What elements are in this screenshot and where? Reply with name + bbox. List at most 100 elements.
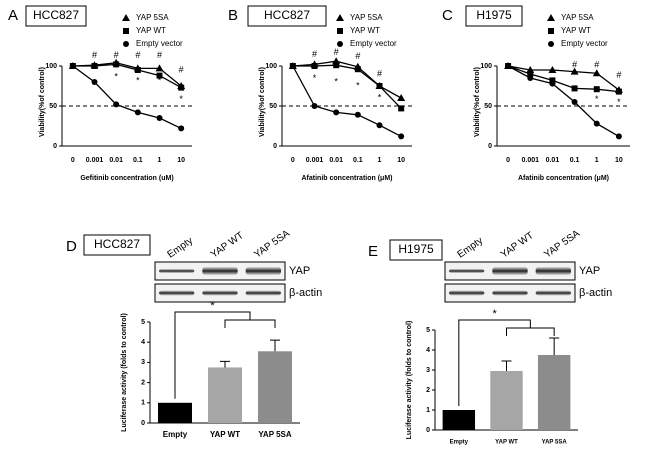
x-tick-label: YAP WT [210,430,240,439]
legend-marker [548,41,554,47]
y-tick-label: 3 [426,367,430,374]
title-box [465,5,523,27]
significance-label: * [210,300,215,312]
series-line [72,63,182,89]
x-tick-label: 0.01 [546,157,560,164]
x-tick-label: 0.01 [109,157,123,164]
lane-label: YAP WT [209,230,246,260]
marker [156,115,163,121]
legend-marker [337,28,343,34]
panel-label: D [66,238,77,255]
legend-marker [122,14,130,21]
chart-title: H1975 [398,242,434,256]
y-axis-label: Viability(%of control) [474,67,481,137]
legend-label: YAP 5SA [136,13,169,22]
legend-label: YAP 5SA [561,13,594,22]
y-tick-label: 50 [269,103,277,110]
significance-label: * [492,308,497,320]
y-tick-label: 5 [426,327,430,334]
y-axis-label: Luciferase activity (folds to control) [121,313,128,432]
x-axis-label: Afatinib concentration (μM) [302,175,393,182]
marker [571,99,578,105]
y-tick-label: 50 [49,103,57,110]
lane-label: Empty [456,235,486,260]
y-tick-label: 4 [141,339,145,346]
annotation: # [157,50,162,60]
blot-band [492,267,528,275]
marker [69,63,76,69]
blot-band [449,290,485,296]
blot-band [159,290,195,296]
marker [134,67,141,73]
x-tick-label: 0 [291,157,295,164]
annotation: # [135,50,140,60]
annotation: * [356,80,360,90]
annotation: # [92,50,97,60]
marker [593,86,600,93]
blot-band [202,290,238,296]
marker [91,79,98,85]
blot-band [535,267,571,275]
x-tick-label: 1 [595,157,599,164]
marker [398,105,405,112]
marker [398,133,405,140]
legend-marker [337,41,343,47]
annotation: # [179,64,184,74]
x-tick-label: 0.001 [521,157,539,164]
y-axis-label: Luciferase activity (folds to control) [406,321,413,440]
marker [527,71,534,77]
chart-title: HCC827 [94,237,140,251]
x-tick-label: 0.001 [306,157,324,164]
blot-row-label: β-actin [579,287,612,299]
annotation: # [355,51,360,61]
series-line [72,65,182,129]
annotation: * [114,72,118,82]
annotation: # [114,50,119,60]
legend-marker [123,41,129,47]
marker [549,80,556,87]
legend-label: Empty vector [561,39,608,48]
marker [311,103,318,109]
panel-label: C [442,7,453,24]
chart-title: H1975 [476,8,512,22]
marker [615,88,622,95]
bar [490,371,523,430]
marker [333,62,340,69]
legend-label: YAP WT [136,26,166,35]
blot-band [159,269,195,273]
marker [549,77,556,84]
y-tick-label: 4 [426,347,430,354]
title-box [83,234,151,256]
annotation: * [595,94,599,104]
marker [570,67,579,75]
y-tick-label: 1 [426,407,430,414]
marker [354,66,361,73]
legend-marker [547,14,555,21]
legend-label: Empty vector [136,39,183,48]
marker [178,125,185,132]
error-bar [549,337,560,355]
y-tick-label: 5 [141,319,145,326]
annotation: * [617,97,621,107]
x-tick-label: 0.01 [329,157,343,164]
x-tick-label: 10 [615,157,623,164]
marker [593,120,600,127]
marker [548,66,557,73]
annotation: # [312,49,317,59]
title-box [247,5,327,27]
y-tick-label: 100 [45,63,57,70]
blot-row-label: YAP [289,265,310,277]
x-tick-label: Empty [450,440,469,446]
series-line [292,65,402,137]
legend-label: YAP WT [561,26,591,35]
title-box [25,5,87,27]
x-tick-label: YAP 5SA [542,440,568,446]
marker [311,63,318,69]
annotation: # [334,47,339,57]
annotation: * [158,76,162,86]
marker [156,72,163,79]
annotation: * [179,94,183,104]
y-tick-label: 2 [141,379,145,386]
blot-band [535,290,571,296]
